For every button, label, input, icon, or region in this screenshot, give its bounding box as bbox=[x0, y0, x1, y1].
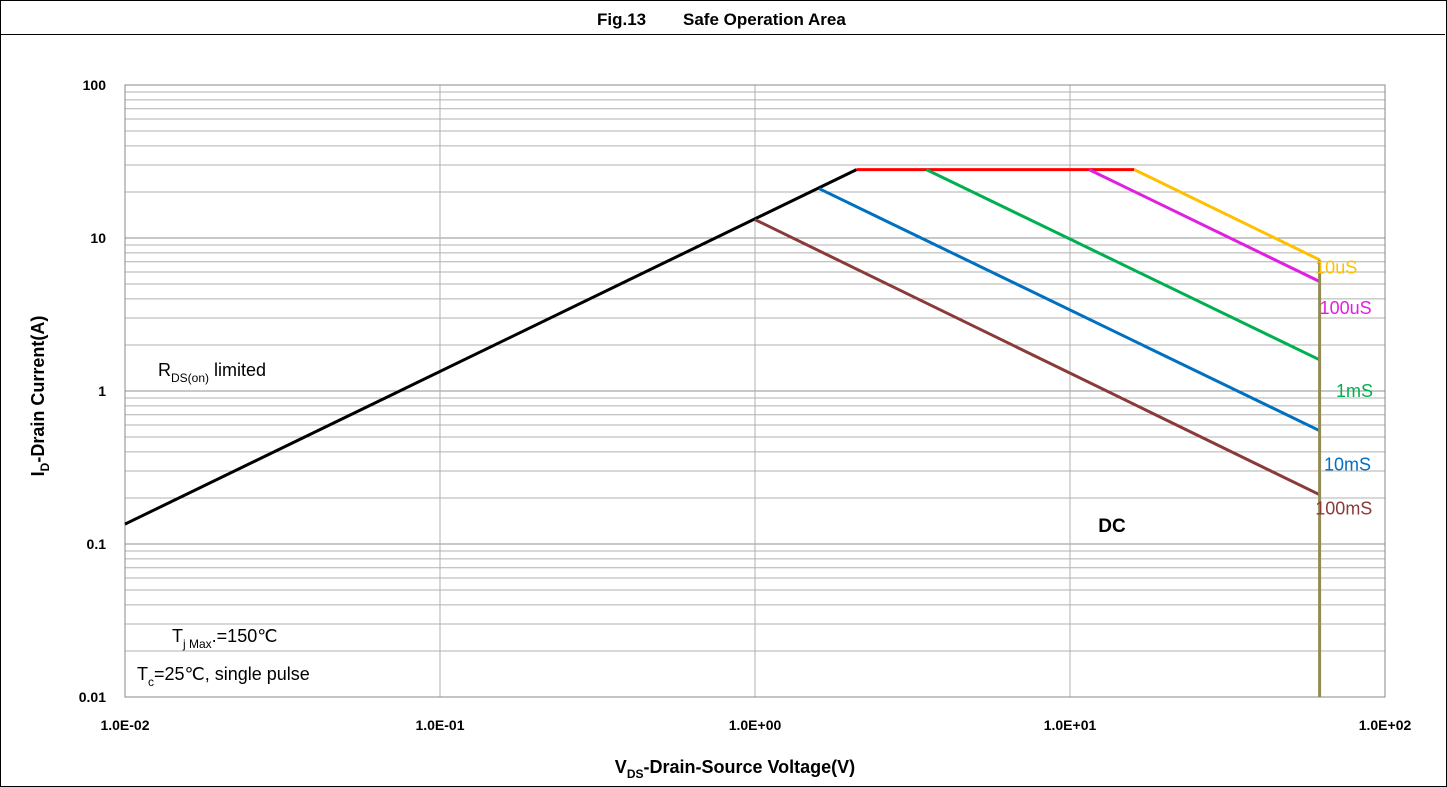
x-tick-label: 1.0E+02 bbox=[1359, 717, 1412, 733]
y-tick-label: 0.1 bbox=[87, 536, 107, 552]
y-axis-label-main: I bbox=[28, 471, 48, 476]
series-line-10ms bbox=[818, 187, 1321, 433]
series-line-100ms bbox=[754, 218, 1321, 497]
tc-main: T bbox=[137, 664, 148, 684]
plot-area bbox=[124, 84, 1386, 698]
x-tick-label: 1.0E-01 bbox=[415, 717, 464, 733]
tj-max-annotation: Tj Max.=150℃ bbox=[172, 626, 277, 651]
dc-label: DC bbox=[1098, 516, 1126, 537]
y-axis-label-subscript: D bbox=[38, 462, 52, 471]
tj-main: T bbox=[172, 626, 183, 646]
y-axis-label: ID-Drain Current(A) bbox=[28, 316, 52, 477]
rds-on-limited-annotation: RDS(on) limited bbox=[158, 360, 266, 385]
tc-rest: =25℃, single pulse bbox=[154, 664, 310, 684]
curve-label-100ms: 100mS bbox=[1315, 499, 1372, 519]
series-line-100us bbox=[1088, 168, 1321, 283]
y-tick-labels: 100 10 1 0.1 0.01 bbox=[79, 77, 106, 705]
rds-main: R bbox=[158, 360, 171, 380]
tj-subscript: j Max bbox=[182, 637, 212, 651]
tj-rest: .=150℃ bbox=[212, 626, 278, 646]
curve-label-1ms: 1mS bbox=[1336, 381, 1373, 401]
curve-label-100us: 100uS bbox=[1320, 298, 1372, 318]
y-tick-label: 10 bbox=[90, 230, 106, 246]
curve-label-10ms: 10mS bbox=[1324, 455, 1371, 475]
x-tick-label: 1.0E+00 bbox=[729, 717, 782, 733]
x-axis-label-rest: -Drain-Source Voltage(V) bbox=[643, 757, 855, 777]
x-axis-label-subscript: DS bbox=[627, 767, 644, 781]
rds-subscript: DS(on) bbox=[171, 371, 209, 385]
rds-rest: limited bbox=[209, 360, 266, 380]
title-bar bbox=[0, 0, 1445, 35]
x-tick-label: 1.0E-02 bbox=[100, 717, 149, 733]
tc-annotation: Tc=25℃, single pulse bbox=[137, 664, 310, 689]
series-layer bbox=[124, 168, 1322, 697]
x-tick-labels: 1.0E-02 1.0E-01 1.0E+00 1.0E+01 1.0E+02 bbox=[100, 717, 1411, 733]
series-line-1ms bbox=[925, 168, 1321, 362]
series-line-segment-0 bbox=[124, 168, 858, 526]
figure-number: Fig.13 bbox=[597, 10, 646, 29]
curve-labels: 10uS 100uS 1mS 10mS 100mS bbox=[1315, 258, 1373, 519]
y-tick-label: 1 bbox=[98, 383, 106, 399]
x-axis-label: VDS-Drain-Source Voltage(V) bbox=[615, 757, 855, 781]
curve-label-10us: 10uS bbox=[1315, 258, 1357, 278]
tc-subscript: c bbox=[148, 675, 154, 689]
series-line-10us bbox=[1133, 168, 1321, 262]
y-axis-label-rest: -Drain Current(A) bbox=[28, 316, 48, 463]
y-tick-label: 100 bbox=[83, 77, 107, 93]
y-tick-label: 0.01 bbox=[79, 689, 106, 705]
x-tick-label: 1.0E+01 bbox=[1044, 717, 1097, 733]
chart-title: Safe Operation Area bbox=[683, 10, 846, 29]
x-axis-label-main: V bbox=[615, 757, 627, 777]
